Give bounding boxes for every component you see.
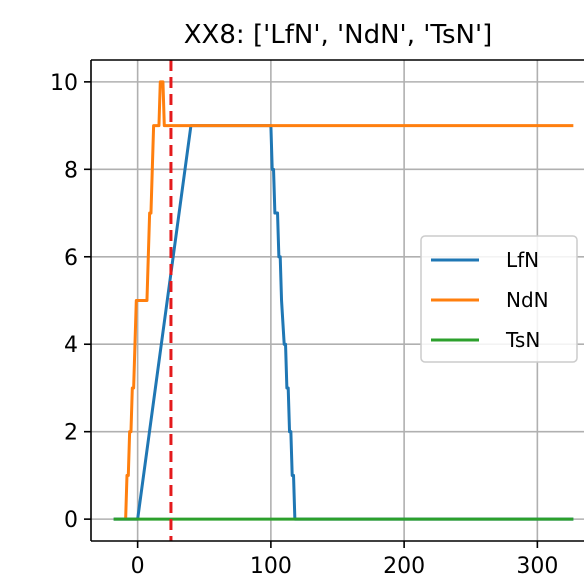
y-tick-label: 0 <box>64 508 78 533</box>
x-tick-label: 100 <box>250 554 292 579</box>
x-tick-label: 0 <box>131 554 145 579</box>
y-tick-label: 8 <box>64 158 78 183</box>
y-tick-label: 2 <box>64 421 78 446</box>
chart-title: XX8: ['LfN', 'NdN', 'TsN'] <box>184 20 492 50</box>
legend-label-ndn: NdN <box>506 288 549 312</box>
y-tick-label: 10 <box>50 71 78 96</box>
y-tick-label: 4 <box>64 333 78 358</box>
x-tick-label: 300 <box>516 554 558 579</box>
series-line-ndn <box>124 80 574 520</box>
legend-label-tsn: TsN <box>505 328 540 352</box>
legend: LfN NdN TsN <box>420 235 578 363</box>
legend-label-lfn: LfN <box>506 248 539 272</box>
y-tick-label: 6 <box>64 246 78 271</box>
series-layer <box>113 60 574 541</box>
legend-box <box>420 235 578 363</box>
x-tick-label: 200 <box>383 554 425 579</box>
axes-layer: 0 100 200 300 0 2 4 6 8 10 <box>50 59 584 579</box>
